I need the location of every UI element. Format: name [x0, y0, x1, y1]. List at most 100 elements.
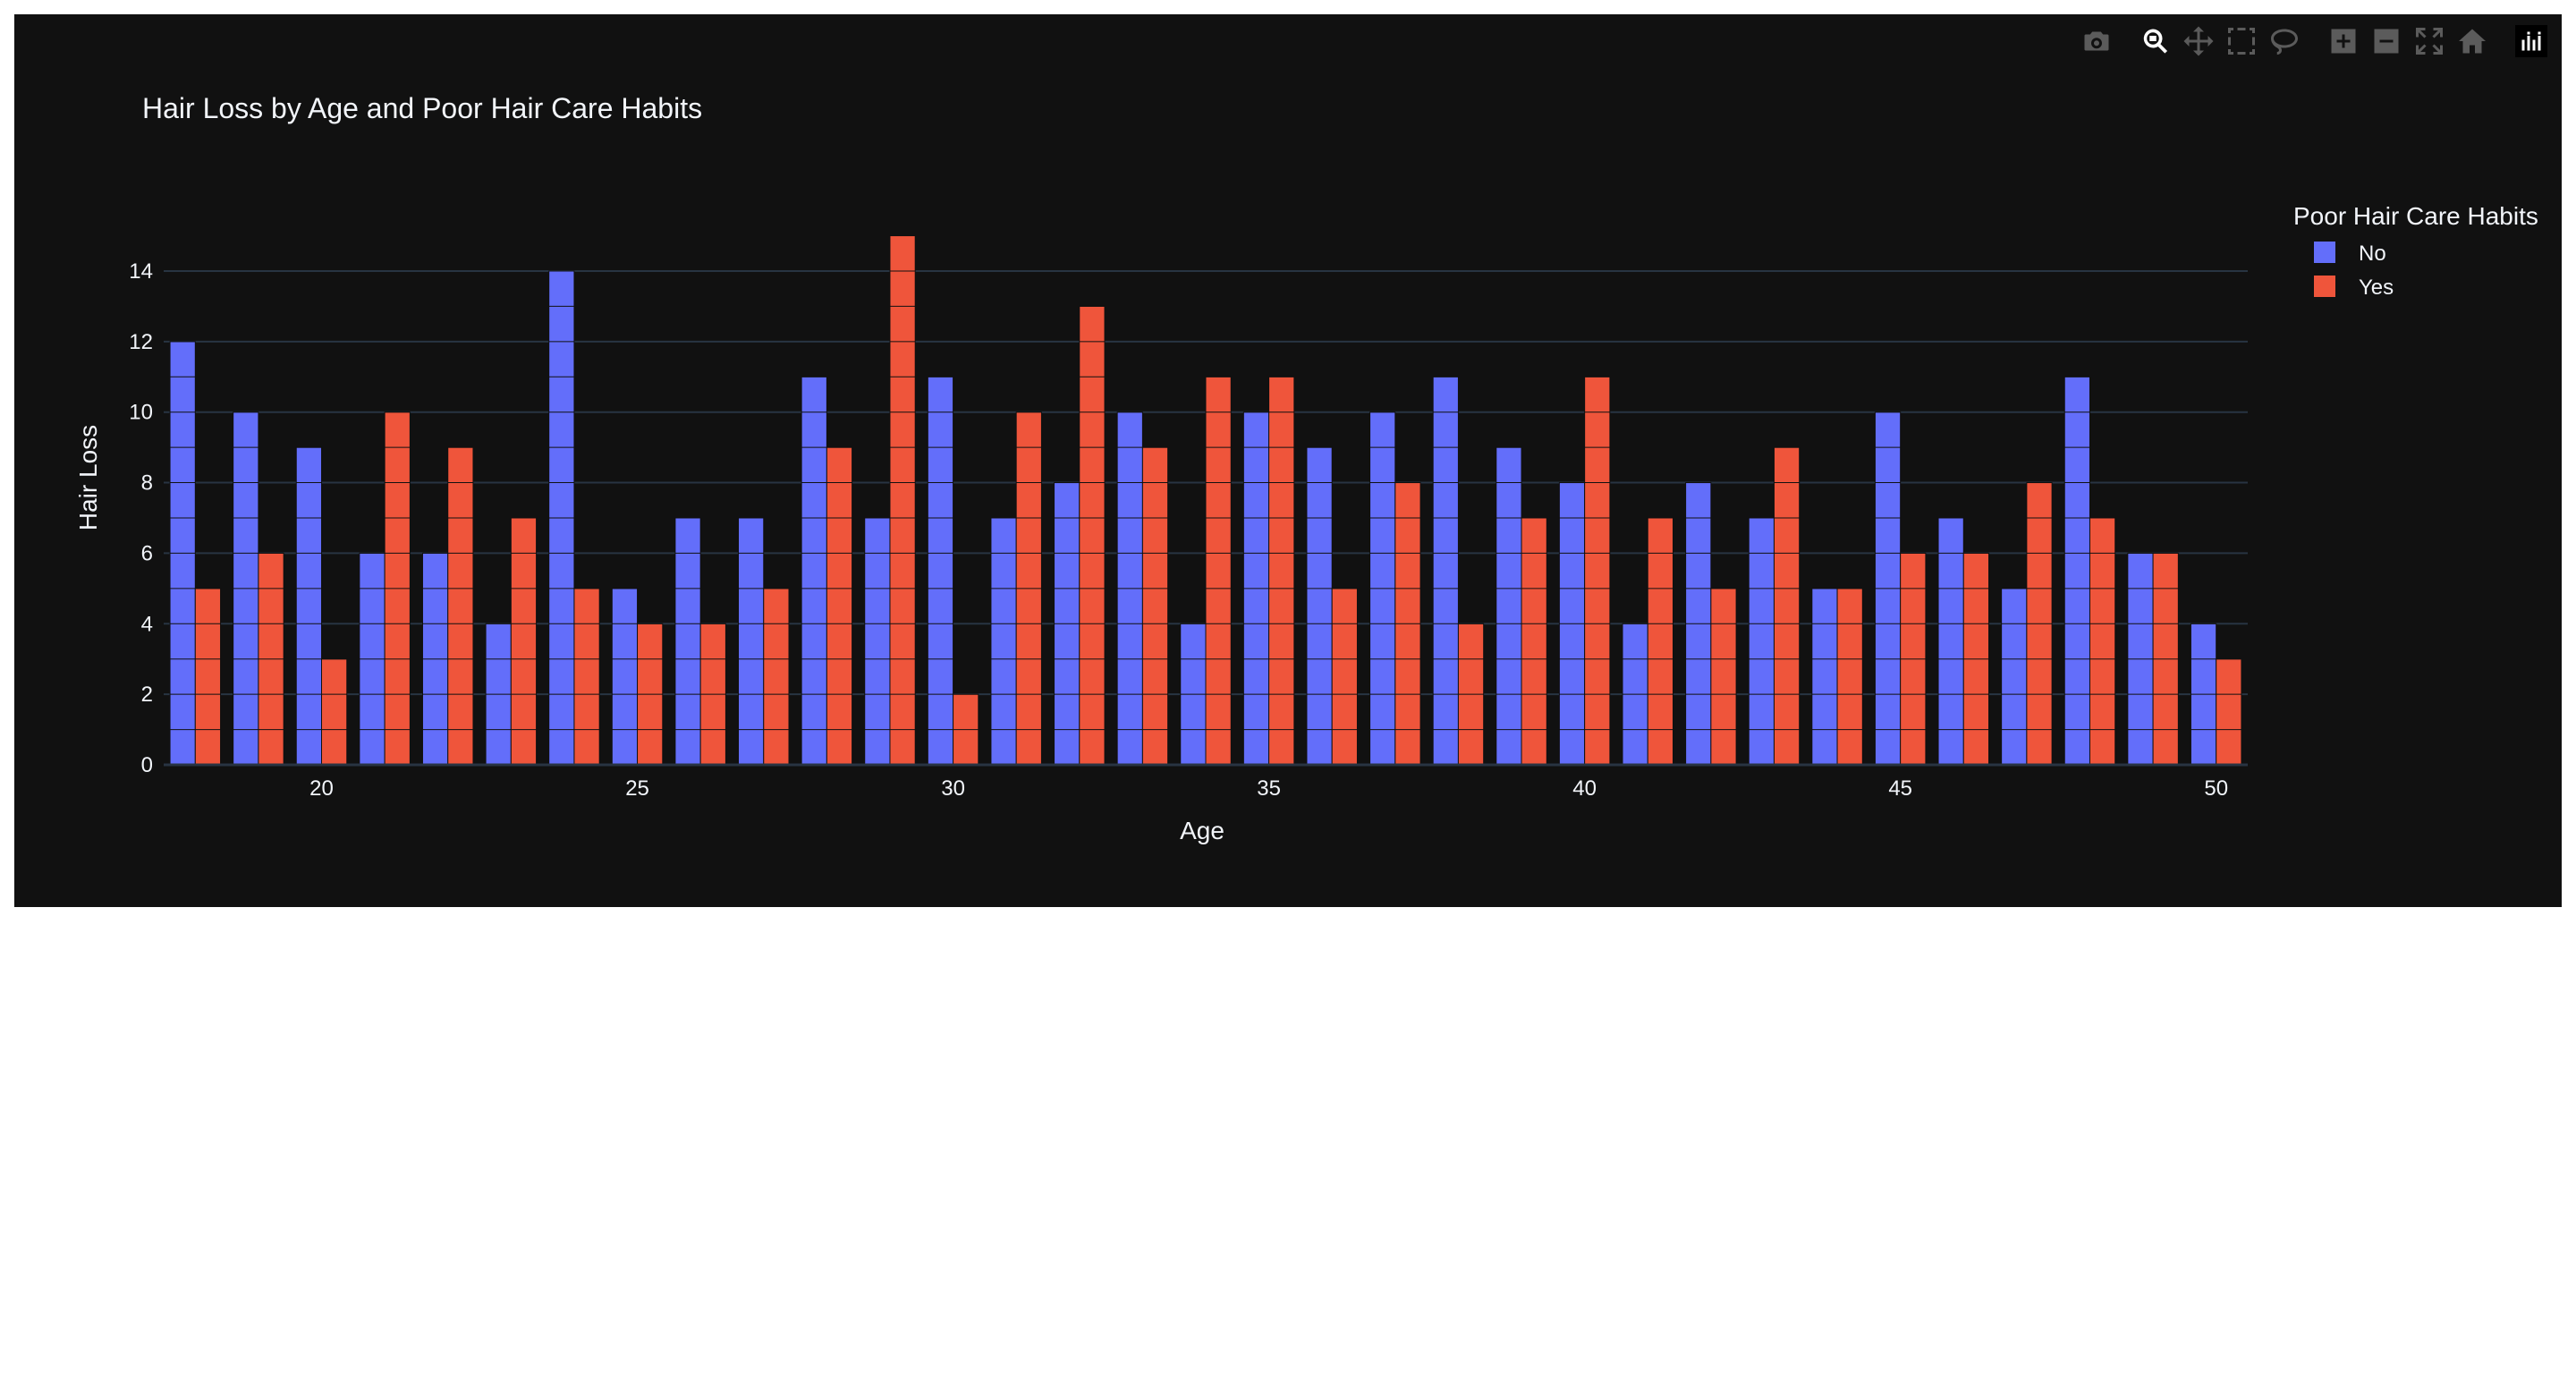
zoom-in-icon[interactable] — [2322, 20, 2365, 63]
bar-no[interactable] — [1874, 411, 1902, 766]
x-axis-title: Age — [1180, 817, 1224, 844]
y-tick-label: 10 — [129, 401, 153, 425]
bar-no[interactable] — [233, 411, 259, 766]
bar-yes[interactable] — [1900, 552, 1927, 766]
bar-no[interactable] — [421, 552, 449, 766]
zoom-icon[interactable] — [2134, 20, 2177, 63]
bar-yes[interactable] — [1773, 446, 1801, 766]
bar-yes[interactable] — [194, 588, 222, 766]
x-tick-label: 40 — [1572, 776, 1597, 801]
camera-icon[interactable] — [2075, 20, 2118, 63]
bar-yes[interactable] — [258, 552, 284, 766]
bar-no[interactable] — [169, 341, 196, 766]
bar-no[interactable] — [801, 376, 827, 766]
bar-fill — [826, 447, 852, 765]
bar-yes[interactable] — [2152, 552, 2179, 766]
bar-yes[interactable] — [321, 658, 348, 766]
bar-yes[interactable] — [510, 517, 538, 766]
bar-yes[interactable] — [1521, 517, 1547, 766]
bar-no[interactable] — [2127, 552, 2154, 766]
bar-yes[interactable] — [1205, 376, 1232, 766]
bar-yes[interactable] — [1079, 305, 1106, 766]
bar-yes[interactable] — [1710, 588, 1737, 766]
bar-no[interactable] — [1306, 446, 1333, 766]
legend-swatch-yes — [2314, 276, 2335, 297]
bar-no[interactable] — [1180, 623, 1207, 766]
bar-no[interactable] — [927, 376, 954, 766]
bar-fill — [1648, 517, 1674, 765]
bar-no[interactable] — [359, 552, 386, 766]
bar-fill — [1837, 588, 1863, 765]
bar-yes[interactable] — [699, 623, 726, 766]
bar-no[interactable] — [1369, 411, 1396, 766]
bar-no[interactable] — [1685, 482, 1712, 766]
bar-yes[interactable] — [2026, 482, 2053, 766]
bar-yes[interactable] — [1836, 588, 1863, 766]
bar-yes[interactable] — [637, 623, 664, 766]
bar-no[interactable] — [1811, 588, 1838, 766]
x-tick-label: 35 — [1257, 776, 1281, 801]
zoom-out-icon[interactable] — [2365, 20, 2408, 63]
bar-fill — [763, 588, 789, 765]
y-axis-title: Hair Loss — [74, 425, 102, 530]
bar-no[interactable] — [1432, 376, 1459, 766]
bar-no[interactable] — [1622, 623, 1648, 766]
bar-fill — [1521, 517, 1547, 765]
plotly-logo-icon[interactable] — [2510, 20, 2553, 63]
bar-fill — [2089, 517, 2115, 765]
bar-yes[interactable] — [1584, 376, 1611, 766]
legend-title: Poor Hair Care Habits — [2293, 202, 2538, 230]
lasso-select-icon[interactable] — [2263, 20, 2306, 63]
bar-no[interactable] — [2063, 376, 2090, 766]
bar-yes[interactable] — [447, 446, 474, 766]
legend-item-yes[interactable]: Yes — [2314, 276, 2394, 300]
bar-fill — [447, 447, 473, 765]
bar-no[interactable] — [1748, 517, 1775, 766]
bar-yes[interactable] — [953, 693, 979, 766]
bar-yes[interactable] — [1394, 482, 1421, 766]
bar-no[interactable] — [1054, 482, 1080, 766]
bar-yes[interactable] — [2089, 517, 2116, 766]
y-tick-label: 4 — [141, 612, 153, 636]
bar-fill — [195, 588, 221, 765]
bar-no[interactable] — [548, 270, 575, 766]
box-select-icon[interactable] — [2220, 20, 2263, 63]
bar-yes[interactable] — [1647, 517, 1674, 766]
bar-yes[interactable] — [763, 588, 790, 766]
bar-no[interactable] — [864, 517, 891, 766]
bar-no[interactable] — [485, 623, 512, 766]
bar-no[interactable] — [1496, 446, 1522, 766]
bar-yes[interactable] — [1962, 552, 1990, 766]
bar-no[interactable] — [1558, 482, 1586, 766]
legend-item-no[interactable]: No — [2314, 242, 2386, 266]
bar-yes[interactable] — [1457, 623, 1485, 766]
bar-yes[interactable] — [384, 411, 411, 766]
bar-no[interactable] — [990, 517, 1017, 766]
bar-yes[interactable] — [889, 235, 916, 766]
bar-yes[interactable] — [1141, 446, 1169, 766]
bar-no[interactable] — [2001, 588, 2028, 766]
bar-yes[interactable] — [2216, 658, 2242, 766]
bar-no[interactable] — [2190, 623, 2217, 766]
legend-swatch-no — [2314, 242, 2335, 263]
bar-no[interactable] — [1937, 517, 1964, 766]
bar-fill — [864, 517, 890, 765]
bar-no[interactable] — [1116, 411, 1143, 766]
x-tick-label: 30 — [941, 776, 965, 801]
bar-fill — [1433, 377, 1459, 765]
bars[interactable] — [169, 235, 2242, 766]
bar-no[interactable] — [738, 517, 765, 766]
bar-no[interactable] — [611, 588, 639, 766]
bar-yes[interactable] — [1268, 376, 1295, 766]
bar-no[interactable] — [295, 446, 323, 766]
bar-no[interactable] — [674, 517, 701, 766]
pan-icon[interactable] — [2177, 20, 2220, 63]
bar-yes[interactable] — [1015, 411, 1042, 766]
home-icon[interactable] — [2451, 20, 2494, 63]
bar-yes[interactable] — [573, 588, 600, 766]
bar-yes[interactable] — [1331, 588, 1358, 766]
bar-fill — [2064, 377, 2090, 765]
bar-yes[interactable] — [826, 446, 853, 766]
autoscale-icon[interactable] — [2408, 20, 2451, 63]
bar-no[interactable] — [1242, 411, 1270, 766]
